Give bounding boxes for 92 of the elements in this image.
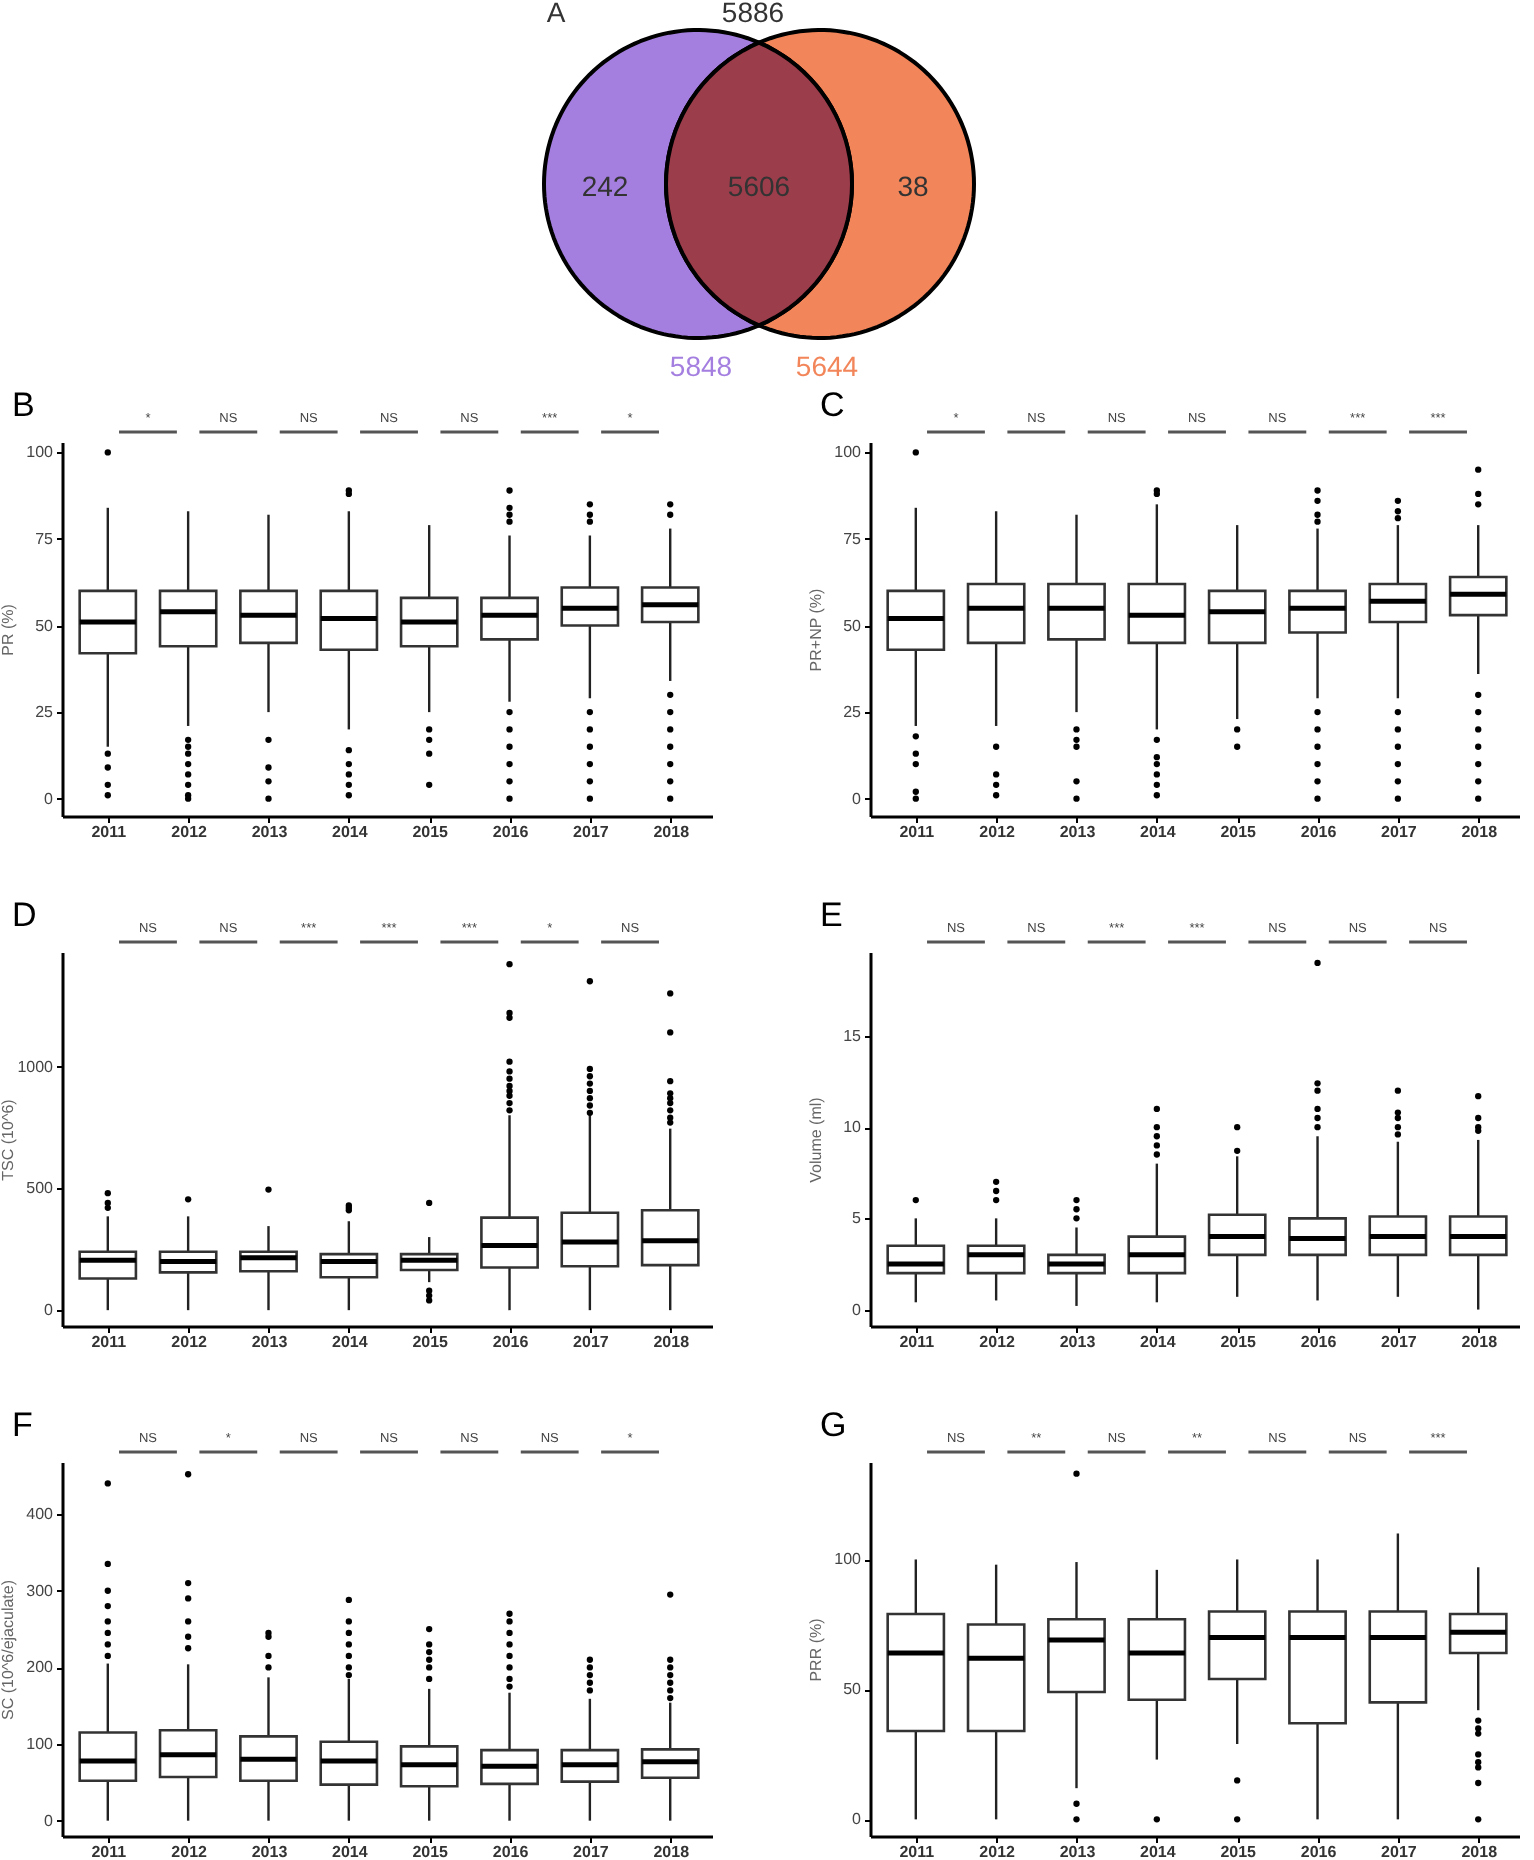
y-tick-label: 0	[852, 1810, 863, 1829]
x-tick-label: 2017	[1381, 823, 1418, 841]
x-tick-label: 2015	[412, 823, 450, 841]
x-tick-label: 2012	[171, 1843, 209, 1860]
x-tick-label: 2013	[1059, 823, 1097, 841]
y-tick-label: 100	[834, 1550, 863, 1569]
y-tick-label: 500	[26, 1179, 55, 1198]
legend-label: 5644	[795, 350, 859, 382]
y-axis-title: PR+NP (%)	[807, 587, 825, 672]
x-tick-label: 2011	[91, 823, 128, 841]
x-tick-label: 2012	[979, 1333, 1017, 1351]
x-tick-label: 2017	[573, 1333, 610, 1351]
y-tick-label: 200	[26, 1658, 55, 1677]
y-tick-label: 10	[843, 1118, 863, 1137]
x-tick-label: 2016	[492, 823, 530, 841]
y-tick-label: 400	[26, 1505, 55, 1524]
x-tick-label: 2018	[1461, 1333, 1499, 1351]
text: A	[546, 0, 567, 28]
x-tick-label: 2017	[573, 1843, 610, 1860]
y-axis-title: TSC (10^6)	[0, 1098, 17, 1181]
y-tick-label: 50	[843, 616, 863, 635]
x-tick-label: 2011	[899, 1843, 936, 1860]
y-tick-label: 15	[843, 1026, 863, 1045]
x-tick-label: 2018	[653, 1843, 691, 1860]
x-tick-label: 2016	[492, 1333, 530, 1351]
y-axis-title: SC (10^6/ejaculate)	[0, 1579, 17, 1721]
x-tick-label: 2016	[1300, 823, 1338, 841]
chart-title: G	[820, 1406, 847, 1444]
x-tick-label: 2014	[332, 823, 369, 841]
y-axis-title: PR (%)	[0, 603, 17, 656]
x-tick-label: 2013	[1059, 1333, 1097, 1351]
chart-title: E	[820, 896, 843, 934]
x-tick-label: 2017	[1381, 1333, 1418, 1351]
x-tick-label: 2017	[1381, 1843, 1418, 1860]
x-tick-label: 2012	[979, 823, 1017, 841]
y-tick-label: 75	[35, 529, 55, 548]
chart-title: D	[12, 896, 37, 934]
y-axis-title: Volume (ml)	[807, 1096, 825, 1183]
x-tick-label: 2013	[251, 823, 289, 841]
chart-title: C	[820, 386, 845, 424]
x-tick-label: 2011	[91, 1843, 128, 1860]
y-tick-label: 100	[26, 1735, 55, 1754]
y-tick-label: 50	[35, 616, 55, 635]
x-tick-label: 2016	[492, 1843, 530, 1860]
y-tick-label: 0	[852, 789, 863, 808]
x-tick-label: 2011	[899, 1333, 936, 1351]
y-tick-label: 25	[35, 703, 55, 722]
y-tick-label: 300	[26, 1581, 55, 1600]
x-tick-label: 2018	[653, 823, 691, 841]
y-tick-label: 1000	[17, 1057, 55, 1076]
x-tick-label: 2013	[251, 1333, 289, 1351]
chart-title: F	[12, 1406, 33, 1444]
text: 242	[581, 170, 629, 202]
x-tick-label: 2011	[899, 823, 936, 841]
x-tick-label: 2013	[1059, 1843, 1097, 1860]
y-tick-label: 0	[44, 1811, 55, 1830]
x-tick-label: 2017	[573, 823, 610, 841]
x-tick-label: 2015	[412, 1333, 450, 1351]
text: 5886	[721, 0, 785, 28]
legend-label: 5848	[669, 350, 733, 382]
x-tick-label: 2014	[332, 1843, 369, 1860]
x-tick-label: 2018	[1461, 1843, 1499, 1860]
x-tick-label: 2015	[1220, 1333, 1258, 1351]
chart-title: B	[12, 386, 35, 424]
y-tick-label: 100	[834, 443, 863, 462]
x-tick-label: 2016	[1300, 1333, 1338, 1351]
y-tick-label: 25	[843, 703, 863, 722]
y-tick-label: 50	[843, 1680, 863, 1699]
x-tick-label: 2014	[1140, 1333, 1177, 1351]
y-tick-label: 0	[44, 789, 55, 808]
y-tick-label: 100	[26, 443, 55, 462]
x-tick-label: 2014	[1140, 1843, 1177, 1860]
y-tick-label: 75	[843, 529, 863, 548]
y-axis-title: PRR (%)	[807, 1617, 825, 1682]
x-tick-label: 2014	[1140, 823, 1177, 841]
x-tick-label: 2015	[1220, 823, 1258, 841]
x-tick-label: 2014	[332, 1333, 369, 1351]
x-tick-label: 2012	[171, 1333, 209, 1351]
x-tick-label: 2016	[1300, 1843, 1338, 1860]
y-tick-label: 0	[852, 1300, 863, 1319]
x-tick-label: 2013	[251, 1843, 289, 1860]
y-tick-label: 5	[852, 1209, 863, 1228]
text: 38	[897, 170, 929, 202]
text: 5606	[727, 170, 791, 202]
x-tick-label: 2018	[1461, 823, 1499, 841]
x-tick-label: 2015	[412, 1843, 450, 1860]
x-tick-label: 2012	[979, 1843, 1017, 1860]
x-tick-label: 2011	[91, 1333, 128, 1351]
x-tick-label: 2018	[653, 1333, 691, 1351]
y-tick-label: 0	[44, 1301, 55, 1320]
x-tick-label: 2015	[1220, 1843, 1258, 1860]
x-tick-label: 2012	[171, 823, 209, 841]
